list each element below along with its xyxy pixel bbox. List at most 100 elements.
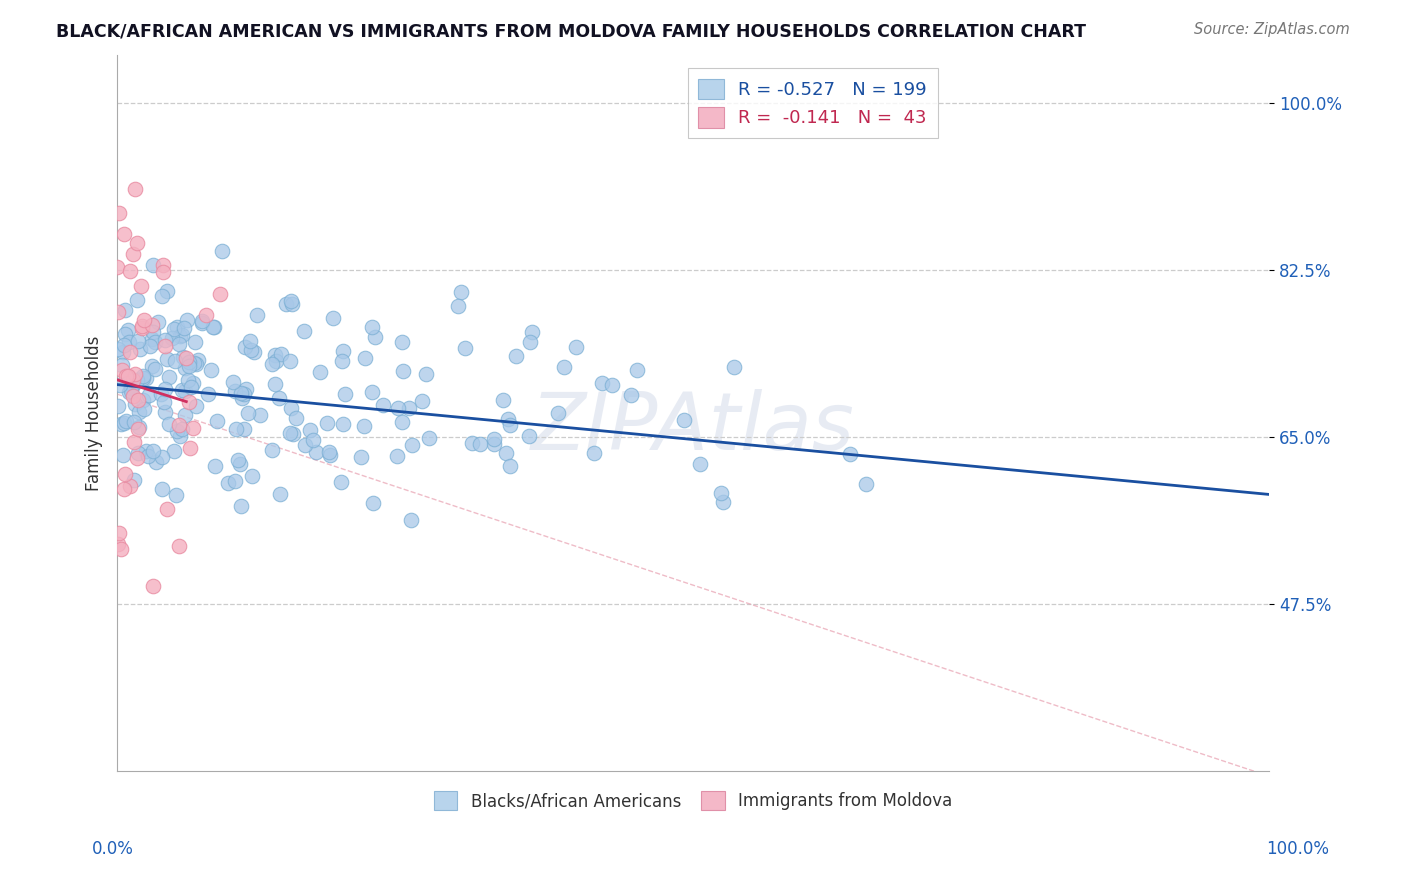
Point bbox=[179, 395, 201, 409]
Point bbox=[495, 446, 517, 460]
Point bbox=[839, 447, 862, 461]
Point bbox=[172, 422, 194, 436]
Point bbox=[169, 539, 191, 553]
Point bbox=[127, 446, 149, 460]
Point bbox=[361, 320, 384, 334]
Point bbox=[141, 332, 163, 346]
Point bbox=[202, 320, 225, 334]
Point bbox=[131, 319, 153, 334]
Point bbox=[142, 258, 165, 272]
Point bbox=[157, 417, 180, 432]
Point bbox=[260, 357, 283, 371]
Point bbox=[173, 409, 195, 423]
Point bbox=[107, 400, 129, 414]
Point bbox=[468, 437, 491, 451]
Point bbox=[269, 487, 291, 501]
Point bbox=[673, 412, 696, 426]
Point bbox=[183, 356, 205, 370]
Point bbox=[165, 488, 187, 502]
Point bbox=[626, 363, 648, 377]
Point bbox=[292, 324, 315, 338]
Point bbox=[233, 340, 256, 354]
Point bbox=[301, 433, 323, 447]
Point bbox=[172, 350, 194, 364]
Point bbox=[281, 297, 304, 311]
Point bbox=[565, 340, 588, 354]
Point bbox=[131, 321, 153, 335]
Point bbox=[118, 479, 141, 493]
Point bbox=[270, 347, 292, 361]
Point bbox=[491, 393, 513, 408]
Point bbox=[108, 378, 131, 392]
Point bbox=[240, 469, 263, 483]
Point bbox=[398, 401, 420, 416]
Point bbox=[138, 388, 160, 402]
Point bbox=[107, 260, 129, 275]
Point bbox=[226, 453, 249, 467]
Point bbox=[107, 342, 129, 356]
Point bbox=[600, 378, 623, 392]
Point bbox=[122, 377, 145, 392]
Point bbox=[115, 369, 138, 384]
Point bbox=[499, 459, 522, 474]
Point bbox=[225, 422, 247, 436]
Point bbox=[217, 475, 239, 490]
Point bbox=[114, 467, 136, 482]
Point bbox=[855, 477, 877, 491]
Text: 100.0%: 100.0% bbox=[1265, 840, 1329, 858]
Point bbox=[120, 372, 142, 386]
Point bbox=[122, 247, 145, 261]
Point bbox=[591, 376, 613, 391]
Point bbox=[167, 418, 190, 433]
Point bbox=[166, 424, 188, 438]
Point bbox=[165, 354, 187, 368]
Point bbox=[150, 482, 173, 496]
Point bbox=[127, 450, 149, 465]
Point bbox=[141, 325, 163, 339]
Point bbox=[174, 351, 197, 365]
Point bbox=[505, 349, 527, 363]
Point bbox=[231, 392, 253, 406]
Point bbox=[127, 422, 149, 436]
Point bbox=[202, 319, 225, 334]
Point bbox=[454, 341, 477, 355]
Point bbox=[498, 411, 520, 425]
Point bbox=[184, 357, 207, 371]
Point bbox=[183, 376, 205, 390]
Legend: Blacks/African Americans, Immigrants from Moldova: Blacks/African Americans, Immigrants fro… bbox=[427, 784, 959, 817]
Point bbox=[122, 473, 145, 487]
Point bbox=[120, 264, 142, 278]
Point bbox=[170, 383, 193, 397]
Point bbox=[112, 227, 135, 241]
Point bbox=[236, 406, 259, 420]
Point bbox=[460, 435, 482, 450]
Point bbox=[117, 369, 139, 384]
Point bbox=[262, 442, 284, 457]
Point bbox=[243, 344, 266, 359]
Point bbox=[169, 328, 191, 343]
Point bbox=[415, 367, 437, 381]
Point bbox=[418, 431, 440, 445]
Point bbox=[128, 343, 150, 357]
Point bbox=[322, 310, 344, 325]
Point bbox=[149, 387, 172, 401]
Point bbox=[191, 316, 214, 330]
Point bbox=[305, 445, 328, 459]
Point bbox=[309, 365, 332, 379]
Point bbox=[129, 279, 152, 293]
Point bbox=[186, 400, 208, 414]
Point bbox=[166, 319, 188, 334]
Point bbox=[249, 408, 271, 422]
Point bbox=[150, 289, 173, 303]
Point bbox=[117, 323, 139, 337]
Point bbox=[620, 388, 643, 402]
Point bbox=[177, 374, 200, 388]
Point bbox=[294, 438, 316, 452]
Point bbox=[128, 420, 150, 434]
Point bbox=[710, 485, 733, 500]
Point bbox=[349, 450, 371, 464]
Text: BLACK/AFRICAN AMERICAN VS IMMIGRANTS FROM MOLDOVA FAMILY HOUSEHOLDS CORRELATION : BLACK/AFRICAN AMERICAN VS IMMIGRANTS FRO… bbox=[56, 22, 1087, 40]
Point bbox=[583, 446, 606, 460]
Point bbox=[547, 406, 569, 420]
Point bbox=[120, 384, 142, 399]
